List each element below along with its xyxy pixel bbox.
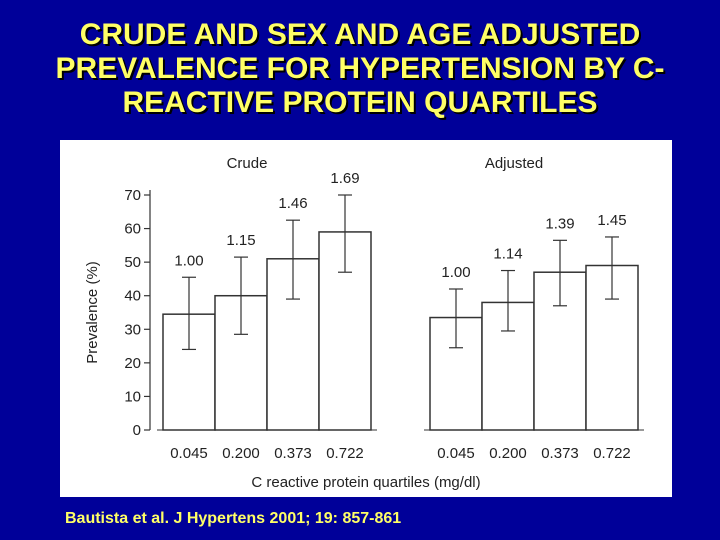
prevalence-bar-chart: 0 10 20 30 40 50 60 70 Prevalence (%) Crude 1.00 0.… (84, 155, 644, 491)
x-tick-label-0-2: 0.373 (274, 445, 312, 462)
y-tick-label-0: 0 (133, 422, 141, 439)
y-tick-label-30: 30 (124, 321, 141, 338)
x-tick-label-1-2: 0.373 (541, 445, 579, 462)
x-tick-label-1-0: 0.045 (437, 445, 475, 462)
data-label-0-2: 1.46 (278, 195, 307, 212)
y-tick-label-60: 60 (124, 221, 141, 238)
x-tick-label-1-3: 0.722 (593, 445, 631, 462)
title-line-1: CRUDE AND SEX AND AGE ADJUSTED (79, 18, 641, 51)
x-tick-label-0-1: 0.200 (222, 445, 260, 462)
title-line-3: REACTIVE PROTEIN QUARTILES (122, 86, 598, 119)
y-tick-label-40: 40 (124, 288, 141, 305)
y-tick-label-70: 70 (124, 187, 141, 204)
x-tick-label-1-1: 0.200 (489, 445, 527, 462)
y-tick-label-20: 20 (124, 355, 141, 372)
data-label-1-2: 1.39 (545, 215, 574, 232)
bar-0-2 (266, 258, 320, 431)
bar-1-0 (429, 316, 483, 431)
data-label-1-1: 1.14 (493, 246, 522, 263)
y-tick-label-10: 10 (124, 388, 141, 405)
bar-0-1 (214, 294, 268, 431)
y-tick-label-50: 50 (124, 254, 141, 271)
chart-panel: 0 10 20 30 40 50 60 70 Prevalence (%) Crude 1.00 0.… (60, 140, 672, 497)
data-label-0-1: 1.15 (226, 232, 255, 249)
series-title-0: Crude (227, 155, 268, 172)
y-axis-title: Prevalence (%) (84, 261, 101, 364)
citation: Bautista et al. J Hypertens 2001; 19: 85… (65, 510, 402, 527)
x-tick-label-0-0: 0.045 (170, 445, 208, 462)
slide-title: CRUDE AND SEX AND AGE ADJUSTED PREVALENC… (0, 18, 720, 120)
data-label-1-0: 1.00 (441, 264, 470, 281)
series-title-1: Adjusted (485, 155, 543, 172)
title-line-2: PREVALENCE FOR HYPERTENSION BY C- (55, 52, 665, 85)
x-axis-title: C reactive protein quartiles (mg/dl) (251, 474, 480, 491)
data-label-1-3: 1.45 (597, 212, 626, 229)
data-label-0-0: 1.00 (174, 252, 203, 269)
data-label-0-3: 1.69 (330, 170, 359, 187)
x-tick-label-0-3: 0.722 (326, 445, 364, 462)
